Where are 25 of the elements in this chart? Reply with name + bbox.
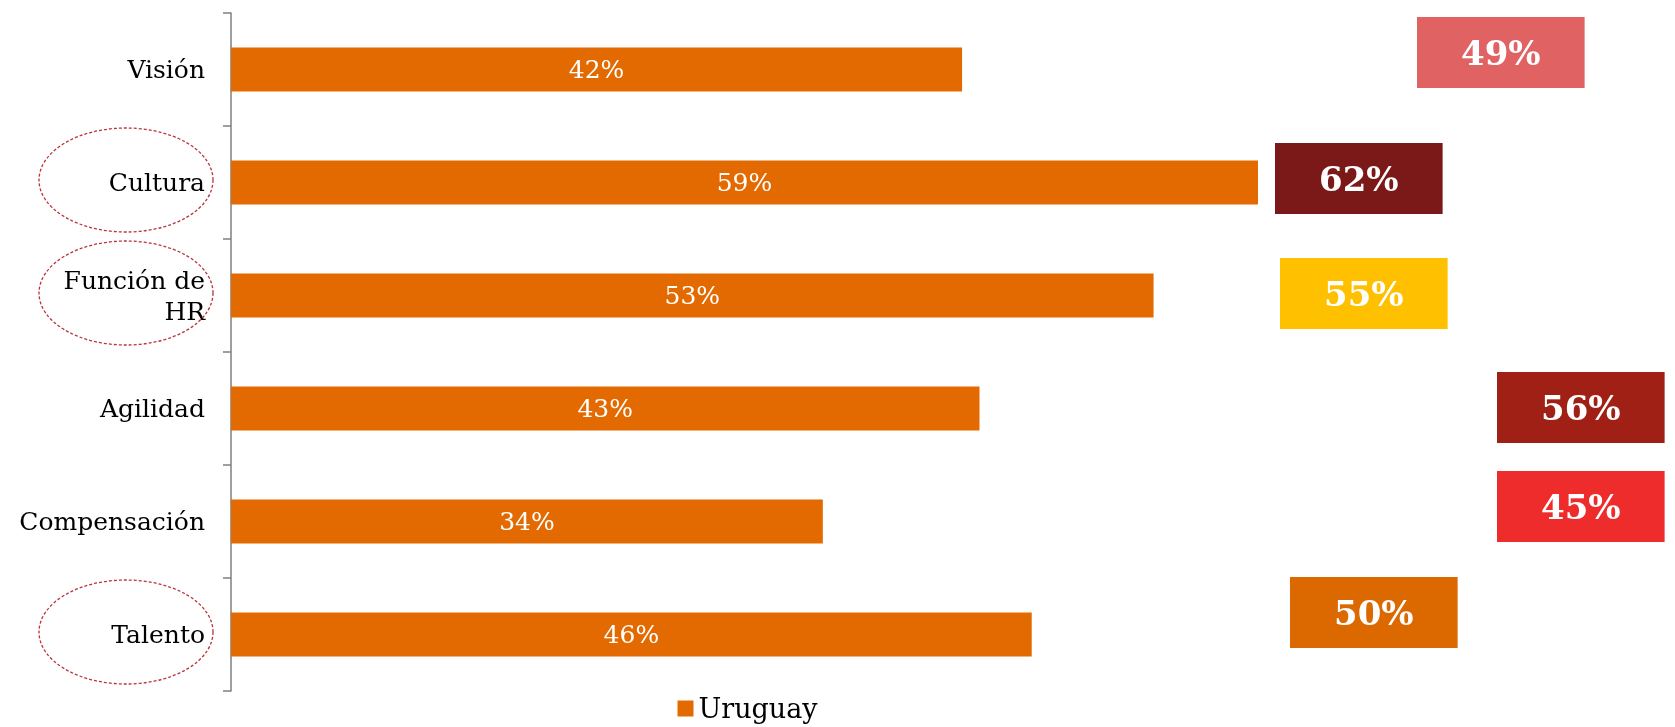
data-label: 43% (577, 394, 634, 423)
bar (231, 386, 980, 431)
data-label: 46% (603, 620, 660, 649)
y-tick-label: Función de HR (63, 265, 207, 326)
data-label: 53% (664, 281, 721, 310)
text: 62% (1319, 158, 1399, 199)
y-tick-label: Agilidad (99, 394, 205, 423)
bar (231, 160, 1258, 205)
text: 56% (1541, 387, 1621, 428)
text: 55% (1324, 273, 1404, 314)
y-tick-label: Cultura (108, 168, 206, 197)
data-label: 59% (716, 168, 773, 197)
y-tick-label: Visión (126, 55, 205, 84)
legend-label: Uruguay (698, 693, 819, 724)
y-tick-label: Talento (111, 620, 205, 649)
data-label: 42% (568, 55, 625, 84)
text: 50% (1334, 592, 1414, 633)
bar (231, 499, 823, 544)
bar (231, 47, 963, 92)
y-tick-label: Compensación (19, 507, 205, 536)
text: 49% (1461, 32, 1541, 73)
text: 45% (1541, 486, 1621, 527)
bar (231, 612, 1032, 657)
bar (231, 273, 1154, 318)
data-label: 34% (499, 507, 555, 536)
